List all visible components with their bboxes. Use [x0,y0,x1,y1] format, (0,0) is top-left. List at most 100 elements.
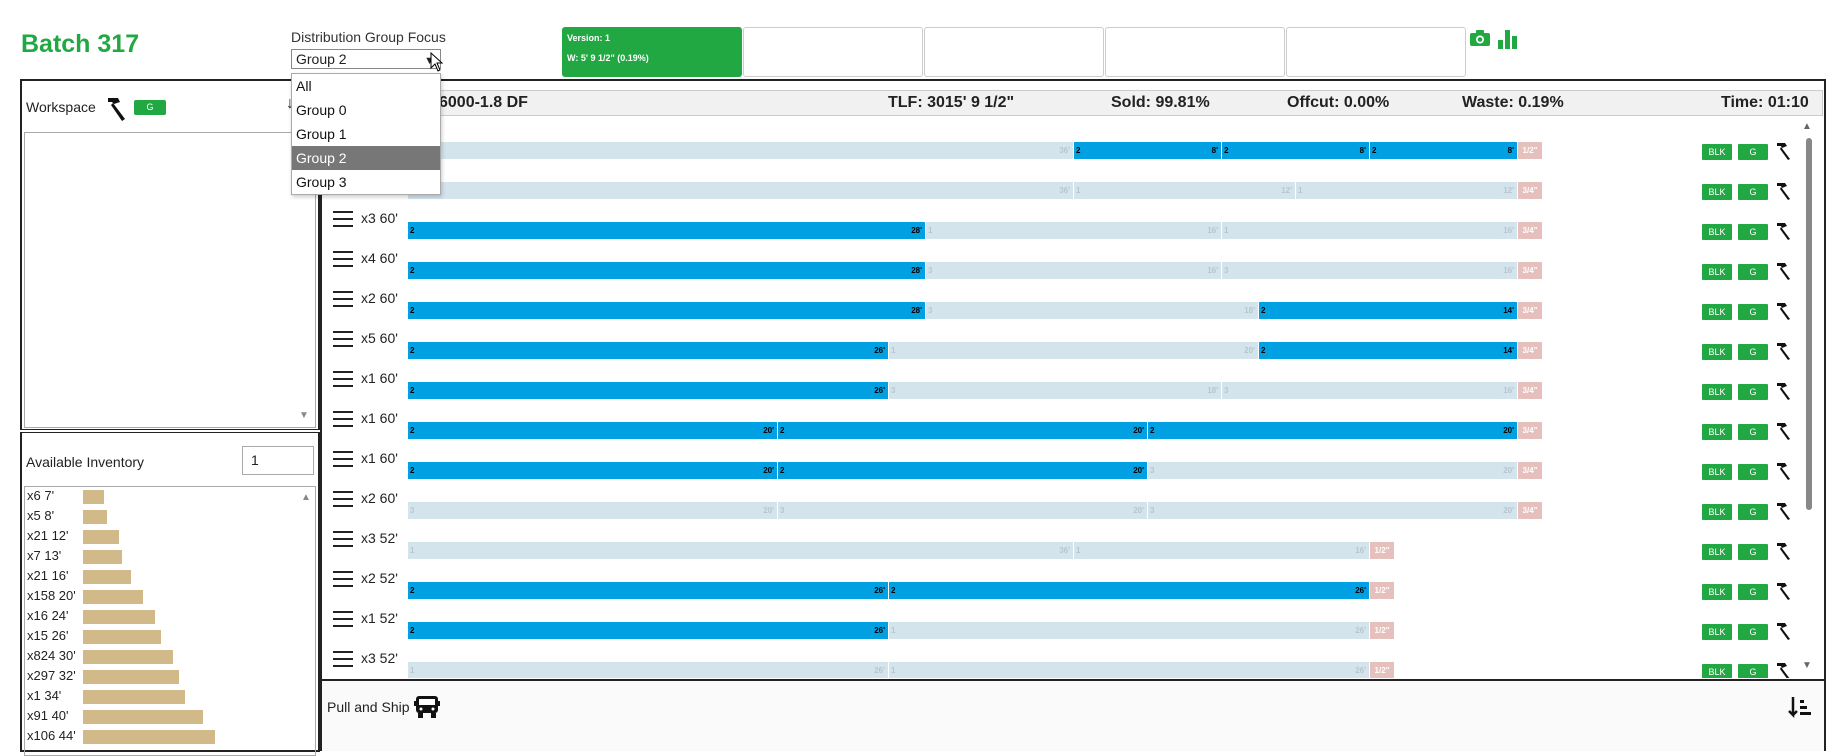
blk-button[interactable]: BLK [1702,304,1732,320]
blk-button[interactable]: BLK [1702,424,1732,440]
g-button[interactable]: G [1738,264,1768,280]
g-button[interactable]: G [1738,624,1768,640]
dropdown-option[interactable]: Group 2 [292,146,440,170]
inventory-item[interactable]: x6 7' [27,487,307,507]
cut-segment[interactable]: 2 26' [408,382,888,399]
waste-segment[interactable]: 1/2" [1518,142,1542,159]
cut-plan-row[interactable]: 36' 2 8' 2 8' 2 8' 1/2" BLK G [324,120,1802,160]
blk-button[interactable]: BLK [1702,544,1732,560]
offcut-segment[interactable]: 1 20' [889,342,1258,359]
hammer-icon[interactable] [1772,621,1792,646]
g-button[interactable]: G [1738,224,1768,240]
drag-handle-icon[interactable] [333,651,353,667]
drag-handle-icon[interactable] [333,291,353,307]
vertical-scrollbar[interactable] [1806,138,1812,510]
drag-handle-icon[interactable] [333,331,353,347]
offcut-segment[interactable]: 1 16' [1222,222,1517,239]
drag-handle-icon[interactable] [333,251,353,267]
cut-plan-row[interactable]: x2 52' 2 26' 2 26' 1/2" BLK G [324,560,1802,600]
offcut-segment[interactable]: 1 12' [1296,182,1517,199]
offcut-segment[interactable]: 3 20' [408,502,777,519]
cut-plan-row[interactable]: x5 60' 2 26' 1 20' 2 14' 3/4" BLK G [324,320,1802,360]
cut-plan-row[interactable]: x3 52' 1 26' 1 26' 1/2" BLK G [324,640,1802,678]
offcut-segment[interactable]: 1 36' [408,542,1073,559]
offcut-segment[interactable]: 3 20' [1148,502,1517,519]
offcut-segment[interactable]: 3 16' [926,262,1221,279]
hammer-icon[interactable] [1772,261,1792,286]
inventory-item[interactable]: x824 30' [27,647,307,667]
cut-plan-row[interactable]: x4 60' 2 28' 3 16' 3 16' 3/4" BLK G [324,240,1802,280]
offcut-segment[interactable]: 3 16' [1222,262,1517,279]
workspace-sort-icon[interactable]: ↓ [286,95,294,112]
workspace-g-button[interactable]: G [134,100,166,115]
bar-chart-icon[interactable] [1497,28,1519,50]
sort-descending-icon[interactable] [1787,695,1815,721]
inventory-item[interactable]: x21 16' [27,567,307,587]
g-button[interactable]: G [1738,344,1768,360]
scroll-up-icon[interactable]: ▲ [1802,121,1812,132]
g-button[interactable]: G [1738,544,1768,560]
cut-segment[interactable]: 2 8' [1370,142,1517,159]
g-button[interactable]: G [1738,664,1768,678]
hammer-icon[interactable] [1772,581,1792,606]
hammer-icon[interactable] [1772,301,1792,326]
hammer-icon[interactable] [1772,421,1792,446]
inventory-item[interactable]: x21 12' [27,527,307,547]
scroll-down-icon[interactable]: ▼ [1802,660,1812,671]
blk-button[interactable]: BLK [1702,144,1732,160]
offcut-segment[interactable]: 3 18' [889,382,1221,399]
version-card[interactable]: Version: 1 W: 5' 9 1/2" (0.19%) [562,27,742,77]
cut-plan-row[interactable]: x1 60' 2 26' 3 18' 3 16' 3/4" BLK G [324,360,1802,400]
waste-segment[interactable]: 3/4" [1518,462,1542,479]
blk-button[interactable]: BLK [1702,624,1732,640]
workspace-area[interactable] [24,132,316,428]
distribution-group-select[interactable]: Group 2 ▼ [291,49,441,69]
hammer-icon[interactable] [1772,501,1792,526]
blk-button[interactable]: BLK [1702,184,1732,200]
hammer-icon[interactable] [1772,341,1792,366]
inventory-item[interactable]: x15 26' [27,627,307,647]
waste-segment[interactable]: 1/2" [1370,622,1394,639]
cut-segment[interactable]: 2 26' [408,582,888,599]
cut-segment[interactable]: 2 26' [408,342,888,359]
cut-segment[interactable]: 2 20' [408,422,777,439]
camera-icon[interactable] [1469,29,1491,47]
cut-plan-row[interactable]: x1 60' 2 20' 2 20' 3 20' 3/4" BLK G [324,440,1802,480]
waste-segment[interactable]: 3/4" [1518,502,1542,519]
drag-handle-icon[interactable] [333,571,353,587]
cut-segment[interactable]: 2 28' [408,302,925,319]
dropdown-option[interactable]: Group 1 [296,126,347,142]
drag-handle-icon[interactable] [333,211,353,227]
hammer-icon[interactable] [1772,461,1792,486]
cut-segment[interactable]: 2 20' [1148,422,1517,439]
offcut-segment[interactable]: 3 16' [1222,382,1517,399]
g-button[interactable]: G [1738,144,1768,160]
offcut-segment[interactable]: 36' [408,142,1073,159]
g-button[interactable]: G [1738,584,1768,600]
blk-button[interactable]: BLK [1702,584,1732,600]
g-button[interactable]: G [1738,384,1768,400]
waste-segment[interactable]: 1/2" [1370,542,1394,559]
hammer-icon[interactable] [1772,661,1792,678]
waste-segment[interactable]: 3/4" [1518,342,1542,359]
g-button[interactable]: G [1738,424,1768,440]
drag-handle-icon[interactable] [333,611,353,627]
scroll-down-icon[interactable]: ▼ [299,410,309,421]
drag-handle-icon[interactable] [333,531,353,547]
blk-button[interactable]: BLK [1702,384,1732,400]
hammer-icon[interactable] [1772,141,1792,166]
hammer-icon[interactable] [1772,181,1792,206]
inventory-item[interactable]: x1 34' [27,687,307,707]
offcut-segment[interactable]: 1 16' [1074,542,1369,559]
inventory-item[interactable]: x5 8' [27,507,307,527]
waste-segment[interactable]: 3/4" [1518,182,1542,199]
scroll-up-icon[interactable]: ▲ [301,492,311,503]
version-card[interactable] [1286,27,1466,77]
cut-segment[interactable]: 2 14' [1259,342,1517,359]
cut-segment[interactable]: 2 28' [408,222,925,239]
offcut-segment[interactable]: 1 26' [889,622,1369,639]
offcut-segment[interactable]: 3 20' [778,502,1147,519]
version-card[interactable] [1105,27,1285,77]
offcut-segment[interactable]: 1 12' [1074,182,1295,199]
cut-plan-row[interactable]: x2 60' 3 20' 3 20' 3 20' 3/4" BLK G [324,480,1802,520]
